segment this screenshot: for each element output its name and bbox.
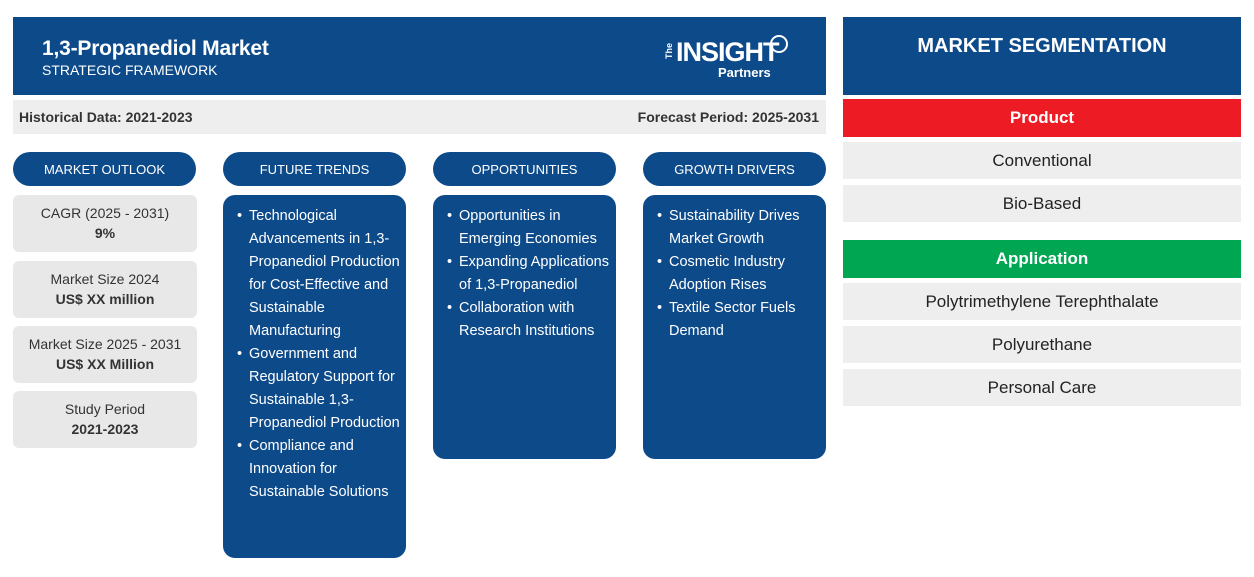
report-title: 1,3-Propanediol Market	[42, 37, 269, 60]
stat-value: 9%	[94, 225, 116, 241]
segment-item: Polytrimethylene Terephthalate	[843, 283, 1241, 320]
logo-insight: INSIGHT	[676, 37, 780, 67]
future-trends-list: Technological Advancements in 1,3-Propan…	[237, 205, 400, 504]
segment-item: Conventional	[843, 142, 1241, 179]
future-trends-panel: Technological Advancements in 1,3-Propan…	[223, 195, 406, 558]
logo-the: The	[664, 42, 674, 59]
stat-value: 2021-2023	[71, 421, 139, 437]
segment-item: Polyurethane	[843, 326, 1241, 363]
future-trends-pill: FUTURE TRENDS	[223, 152, 406, 186]
stat-label: Market Size 2024	[50, 271, 160, 287]
insight-partners-logo: The INSIGHT Partners	[664, 31, 804, 83]
period-bar: Historical Data: 2021-2023 Forecast Peri…	[13, 100, 826, 134]
segment-heading-application: Application	[843, 240, 1241, 278]
forecast-period: Forecast Period: 2025-2031	[637, 109, 819, 125]
opportunities-list: Opportunities in Emerging Economies Expa…	[447, 205, 610, 343]
segment-item: Bio-Based	[843, 185, 1241, 222]
logo-partners: Partners	[718, 65, 771, 80]
market-outlook-pill: MARKET OUTLOOK	[13, 152, 196, 186]
stat-label: CAGR (2025 - 2031)	[40, 205, 170, 221]
growth-drivers-list: Sustainability Drives Market Growth Cosm…	[657, 205, 820, 343]
list-item: Technological Advancements in 1,3-Propan…	[237, 205, 400, 343]
stat-value: US$ XX million	[55, 291, 155, 307]
list-item: Opportunities in Emerging Economies	[447, 205, 610, 251]
list-item: Sustainability Drives Market Growth	[657, 205, 820, 251]
list-item: Textile Sector Fuels Demand	[657, 297, 820, 343]
stat-market-size-forecast: Market Size 2025 - 2031 US$ XX Million	[13, 326, 197, 383]
list-item: Government and Regulatory Support for Su…	[237, 343, 400, 435]
report-header: 1,3-Propanediol Market STRATEGIC FRAMEWO…	[13, 17, 826, 95]
stat-market-size-2024: Market Size 2024 US$ XX million	[13, 261, 197, 318]
growth-drivers-panel: Sustainability Drives Market Growth Cosm…	[643, 195, 826, 459]
logo-ring-icon	[770, 35, 788, 53]
stat-value: US$ XX Million	[55, 356, 154, 372]
stat-label: Market Size 2025 - 2031	[28, 336, 182, 352]
stat-study-period: Study Period 2021-2023	[13, 391, 197, 448]
segment-item: Personal Care	[843, 369, 1241, 406]
list-item: Compliance and Innovation for Sustainabl…	[237, 435, 400, 504]
segmentation-title: MARKET SEGMENTATION	[843, 17, 1241, 95]
list-item: Cosmetic Industry Adoption Rises	[657, 251, 820, 297]
growth-drivers-pill: GROWTH DRIVERS	[643, 152, 826, 186]
report-subtitle: STRATEGIC FRAMEWORK	[42, 62, 218, 78]
stat-cagr: CAGR (2025 - 2031) 9%	[13, 195, 197, 252]
historical-data: Historical Data: 2021-2023	[19, 109, 193, 125]
opportunities-panel: Opportunities in Emerging Economies Expa…	[433, 195, 616, 459]
segment-heading-product: Product	[843, 99, 1241, 137]
list-item: Expanding Applications of 1,3-Propanedio…	[447, 251, 610, 297]
opportunities-pill: OPPORTUNITIES	[433, 152, 616, 186]
list-item: Collaboration with Research Institutions	[447, 297, 610, 343]
stat-label: Study Period	[64, 401, 146, 417]
